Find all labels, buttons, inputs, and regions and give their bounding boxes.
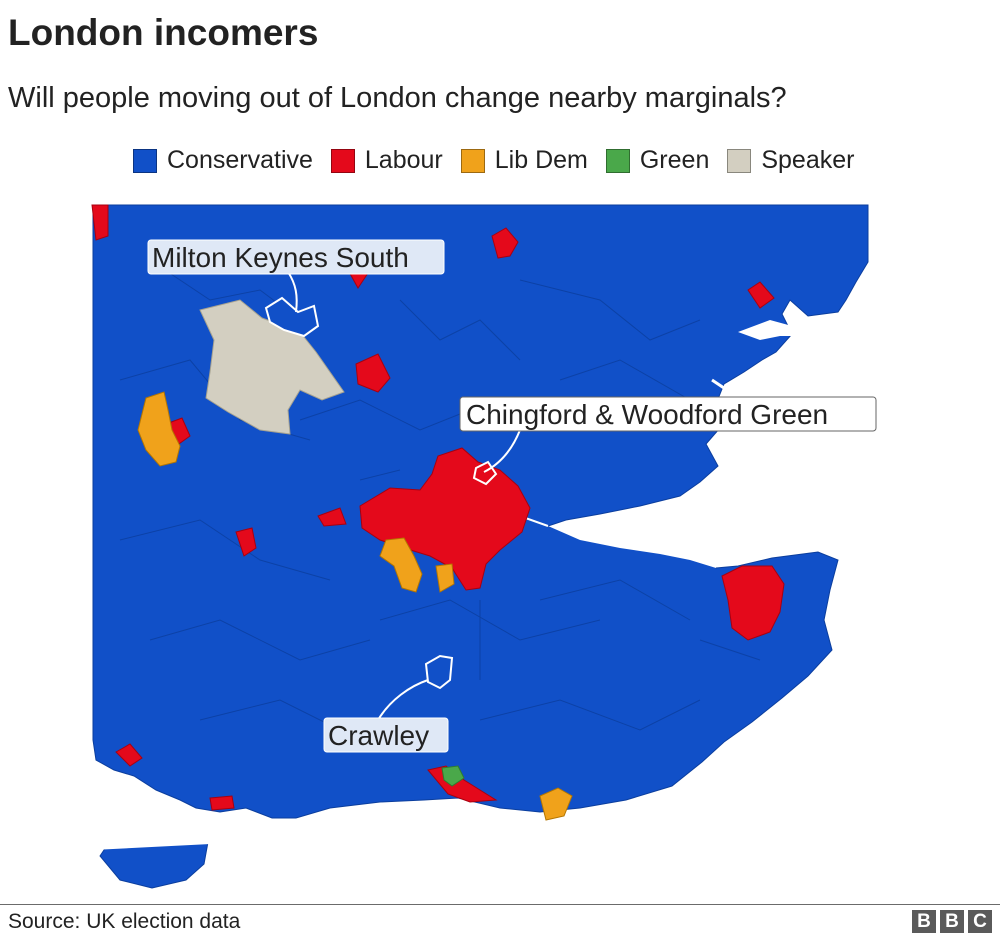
label-text-crawley: Crawley xyxy=(328,720,429,751)
bbc-logo-letter-2: B xyxy=(940,910,964,933)
map-subtitle: Will people moving out of London change … xyxy=(8,82,787,114)
thames-estuary xyxy=(548,526,716,568)
label-text-milton-keynes: Milton Keynes South xyxy=(152,242,409,273)
chingford-leader xyxy=(483,429,521,473)
legend-item-green: Green xyxy=(605,146,710,175)
essex-inlet-middle xyxy=(711,378,741,398)
legend-swatch-lib-dem xyxy=(460,148,485,173)
legend: Conservative Labour Lib Dem Green Speake… xyxy=(133,146,872,175)
legend-swatch-speaker xyxy=(727,148,752,173)
constituency-map: Milton Keynes South Chingford & Woodford… xyxy=(91,204,877,889)
milton-keynes-south-outline xyxy=(264,296,320,338)
legend-label-conservative: Conservative xyxy=(167,146,313,174)
lib-dem-constituencies xyxy=(137,391,573,821)
map-title: London incomers xyxy=(8,12,319,53)
label-box-crawley xyxy=(323,717,449,753)
milton-keynes-leader xyxy=(287,271,298,313)
legend-label-lib-dem: Lib Dem xyxy=(494,146,588,174)
bbc-logo-letter-3: C xyxy=(968,910,992,933)
label-crawley: Crawley xyxy=(323,717,449,753)
footer-divider xyxy=(0,904,1000,905)
source-note: Source: UK election data xyxy=(8,910,241,933)
legend-swatch-conservative xyxy=(133,148,157,173)
legend-label-labour: Labour xyxy=(364,146,443,174)
label-milton-keynes: Milton Keynes South xyxy=(147,239,445,275)
solent-water xyxy=(93,812,290,850)
legend-label-green: Green xyxy=(639,146,710,174)
legend-label-speaker: Speaker xyxy=(761,146,855,174)
legend-item-conservative: Conservative xyxy=(133,146,313,175)
legend-swatch-green xyxy=(605,148,630,173)
green-constituency xyxy=(441,765,465,787)
label-chingford: Chingford & Woodford Green xyxy=(459,396,877,432)
legend-item-speaker: Speaker xyxy=(727,146,854,175)
essex-inlet-north xyxy=(738,320,800,340)
label-text-chingford: Chingford & Woodford Green xyxy=(466,399,828,430)
legend-item-labour: Labour xyxy=(330,146,443,175)
bbc-logo: B B C xyxy=(908,910,992,933)
label-box-chingford xyxy=(459,396,877,432)
legend-swatch-labour xyxy=(330,148,355,173)
label-box-milton-keynes xyxy=(147,239,445,275)
crawley-leader xyxy=(377,679,429,721)
crawley-outline xyxy=(424,654,454,690)
legend-item-lib-dem: Lib Dem xyxy=(460,146,588,175)
bbc-logo-letter-1: B xyxy=(912,910,936,933)
